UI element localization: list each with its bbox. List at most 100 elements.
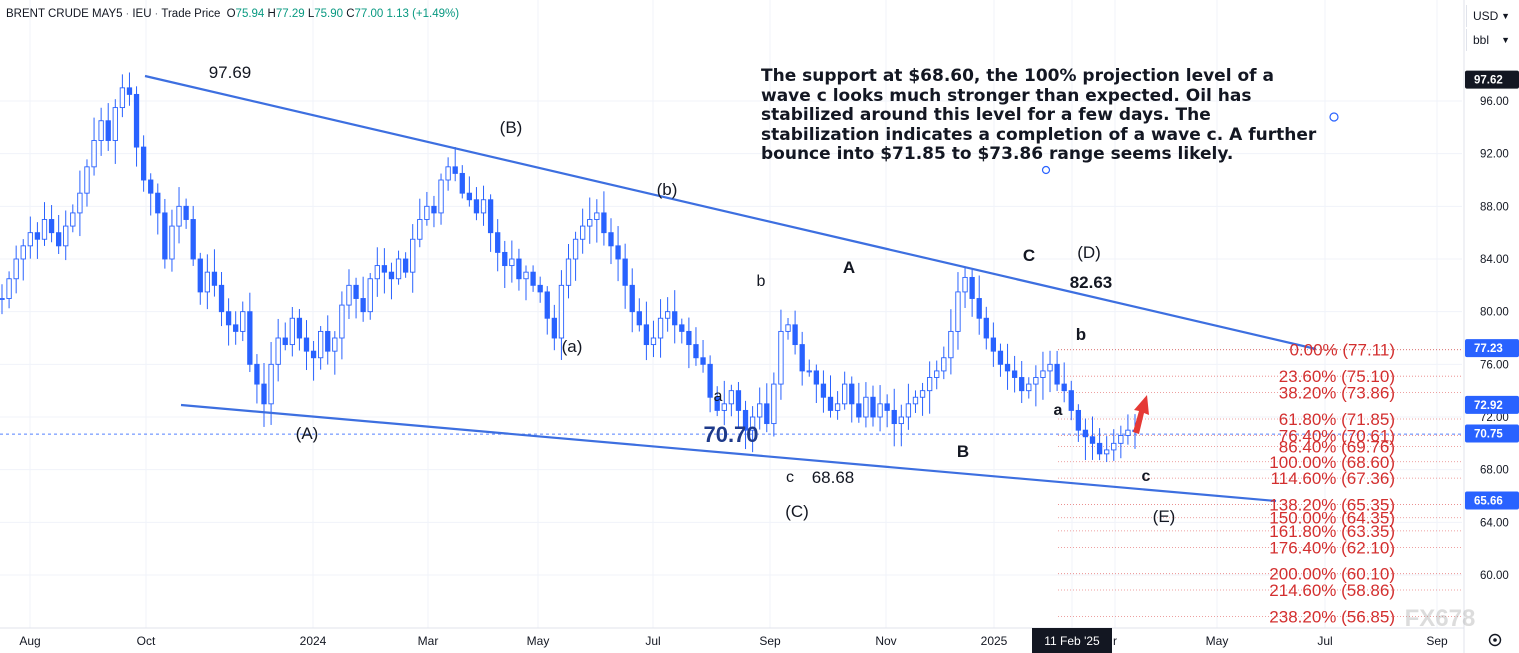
x-tick-label: Mar xyxy=(418,634,439,648)
candle-body xyxy=(119,87,126,109)
candle-body xyxy=(806,370,812,373)
candle-body xyxy=(282,337,288,346)
candle-body xyxy=(395,258,402,280)
candle-body xyxy=(1054,363,1060,385)
handle-icon[interactable] xyxy=(1329,112,1339,122)
y-tick-label: 80.00 xyxy=(1480,307,1509,319)
fib-label: 61.80% (71.85) xyxy=(1279,410,1395,429)
candle-body xyxy=(990,337,997,352)
currency-selector[interactable]: USD ▼ xyxy=(1466,5,1514,27)
candle-body xyxy=(1033,377,1039,385)
wave-label: a xyxy=(714,388,723,405)
candle-body xyxy=(587,219,593,227)
candle-body xyxy=(735,390,742,411)
fib-label: 86.40% (69.76) xyxy=(1279,437,1395,456)
y-tick-label: 84.00 xyxy=(1480,254,1509,266)
candle-body xyxy=(148,179,154,194)
candle-body xyxy=(1040,370,1046,378)
fib-label: 138.20% (65.35) xyxy=(1269,496,1395,515)
candle-body xyxy=(664,311,671,319)
price-tag xyxy=(1465,339,1519,358)
fib-label: 176.40% (62.10) xyxy=(1269,538,1395,557)
candle-body xyxy=(1075,409,1082,431)
candle-body xyxy=(926,377,933,392)
candle-body xyxy=(1111,442,1117,451)
price-tag-label: 70.75 xyxy=(1474,428,1503,440)
candle-body xyxy=(240,311,246,332)
candle-body xyxy=(112,107,118,141)
candle-body xyxy=(417,219,423,240)
candle-body xyxy=(452,166,458,174)
candle-body xyxy=(870,396,876,418)
candle-body xyxy=(813,370,819,385)
candle-body xyxy=(126,87,133,95)
candle-body xyxy=(962,276,968,293)
lower-trendline[interactable] xyxy=(180,403,1277,503)
candle-body xyxy=(211,271,218,286)
y-tick-label: 72.00 xyxy=(1480,412,1509,424)
candle-body xyxy=(325,330,331,352)
candle-body xyxy=(56,232,62,247)
candle-body xyxy=(169,225,175,260)
unit-selector[interactable]: bbl ▼ xyxy=(1466,29,1514,51)
upper-trendline[interactable] xyxy=(144,74,1317,351)
candle-body xyxy=(318,330,324,359)
price-tag xyxy=(1465,491,1519,510)
analysis-note: The support at $68.60, the 100% projecti… xyxy=(761,66,1317,164)
candle-body xyxy=(296,317,303,339)
x-tick-label: r xyxy=(1113,634,1117,648)
fib-label: 76.40% (70.61) xyxy=(1279,426,1395,445)
fib-label: 150.00% (64.35) xyxy=(1269,509,1395,528)
x-tick-label: Nov xyxy=(875,634,896,648)
candle-body xyxy=(785,324,791,332)
candle-body xyxy=(140,146,147,181)
candle-body xyxy=(1004,363,1011,372)
candle-body xyxy=(388,271,395,280)
wave-label: 70.70 xyxy=(703,422,758,447)
candle-body xyxy=(707,363,713,398)
candle-body xyxy=(431,205,437,214)
y-tick-label: 96.00 xyxy=(1480,96,1509,108)
candle-body xyxy=(1104,449,1110,455)
wave-label: b xyxy=(757,273,766,290)
wave-label: (D) xyxy=(1077,243,1101,262)
candle-body xyxy=(197,258,203,293)
wave-label: c xyxy=(786,469,794,486)
candle-body xyxy=(34,232,41,240)
candle-body xyxy=(799,344,805,372)
symbol-name[interactable]: BRENT CRUDE MAY5 xyxy=(6,8,123,20)
candle-body xyxy=(268,363,274,405)
wave-label: A xyxy=(843,258,855,277)
x-tick-label: May xyxy=(527,634,550,648)
settings-gear-icon[interactable] xyxy=(1488,633,1502,647)
candle-body xyxy=(622,258,628,286)
fib-label: 0.00% (77.11) xyxy=(1289,341,1395,360)
x-tick-label: 2025 xyxy=(981,634,1008,648)
candle-body xyxy=(771,383,777,425)
candle-body xyxy=(976,298,982,319)
candle-body xyxy=(997,350,1004,365)
up-arrow-icon xyxy=(1133,395,1149,434)
x-tick-label: Oct xyxy=(137,634,156,648)
candle-body xyxy=(820,383,827,398)
candle-body xyxy=(91,140,97,168)
wave-label: c xyxy=(1142,468,1151,485)
wave-label: (a) xyxy=(562,337,583,356)
candle-body xyxy=(679,324,685,332)
candle-body xyxy=(672,311,678,326)
candle-body xyxy=(502,251,508,267)
candle-body xyxy=(948,330,954,359)
handle-icon[interactable] xyxy=(1041,165,1051,175)
candle-body xyxy=(1011,370,1018,378)
candle-body xyxy=(629,284,635,313)
candle-body xyxy=(275,337,281,365)
candle-body xyxy=(1118,434,1124,444)
wave-label: (C) xyxy=(785,502,809,521)
unit-label: bbl xyxy=(1473,33,1490,47)
y-tick-label: 64.00 xyxy=(1480,517,1509,529)
candle-body xyxy=(84,166,90,194)
fib-label: 100.00% (68.60) xyxy=(1269,453,1395,472)
candle-body xyxy=(516,258,522,280)
currency-label: USD xyxy=(1473,9,1499,23)
